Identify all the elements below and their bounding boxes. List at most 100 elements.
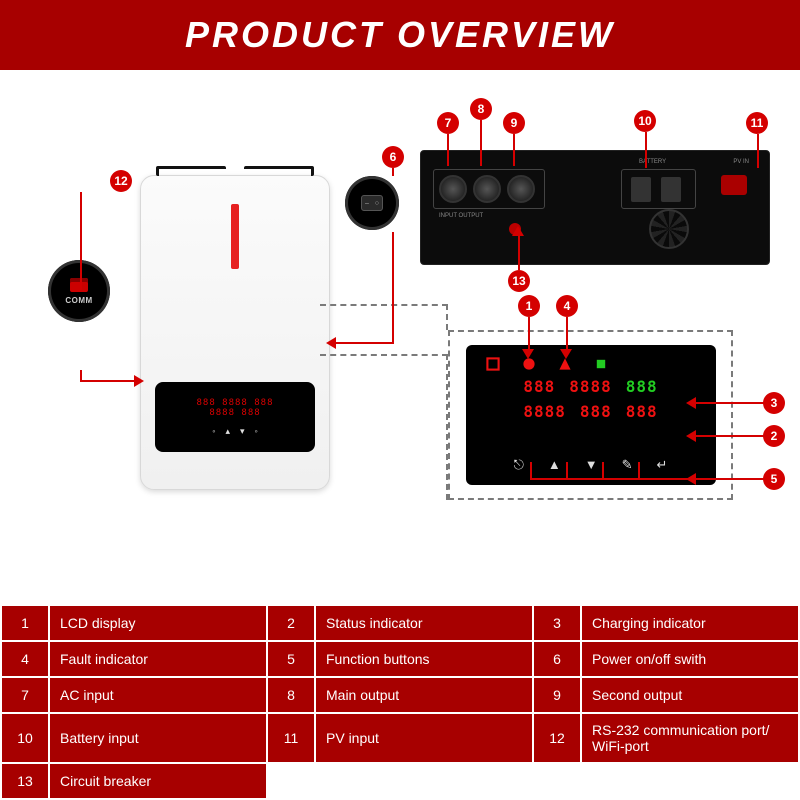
- leader-5b: [566, 462, 568, 478]
- legend-label: LCD display: [49, 605, 267, 641]
- rj45-icon: [70, 278, 88, 292]
- btn-set-icon: ✎: [622, 457, 633, 473]
- legend-num: 9: [533, 677, 581, 713]
- mount-bracket-left: [156, 166, 226, 176]
- legend-num: [533, 763, 581, 799]
- arrow-12: [134, 375, 144, 387]
- legend-num: 11: [267, 713, 315, 763]
- comm-label: COMM: [65, 296, 92, 305]
- leader-13: [518, 234, 520, 270]
- dashed-connector: [320, 354, 448, 356]
- dashed-connector: [320, 304, 448, 306]
- legend-num: 5: [267, 641, 315, 677]
- front-lcd-readout2: 8888 888: [209, 408, 260, 418]
- leader-7: [447, 134, 449, 166]
- legend-num: 12: [533, 713, 581, 763]
- battery-label: BATTERY: [639, 159, 666, 165]
- terminal-main-output: [473, 175, 501, 203]
- callout-2: 2: [763, 425, 785, 447]
- callout-4: 4: [556, 295, 578, 317]
- leader-5b: [638, 462, 640, 478]
- lcd-detail: 888 8888 888 8888 888 888 ⎋ ▲ ▼ ✎ ↵: [466, 345, 716, 485]
- battery-port-pos: [631, 177, 651, 202]
- legend-label: Status indicator: [315, 605, 533, 641]
- callout-11: 11: [746, 112, 768, 134]
- leader-2: [694, 435, 764, 437]
- terminal-ac-input: [439, 175, 467, 203]
- callout-6: 6: [382, 146, 404, 168]
- pv-label: PV IN: [733, 159, 749, 165]
- legend-num: 2: [267, 605, 315, 641]
- callout-5: 5: [763, 468, 785, 490]
- leader-5: [694, 478, 764, 480]
- legend-label: AC input: [49, 677, 267, 713]
- legend-label: Power on/off swith: [581, 641, 799, 677]
- arrow-2: [686, 430, 696, 442]
- legend-num: 1: [1, 605, 49, 641]
- front-lcd: 888 8888 888 8888 888 ◦▴▾◦: [155, 382, 315, 452]
- callout-13: 13: [508, 270, 530, 292]
- seg-2: 8888: [569, 377, 612, 396]
- seg-3: 888: [626, 377, 658, 396]
- seg-5: 888: [580, 402, 612, 421]
- status-icon: [522, 357, 536, 371]
- arrow-6: [326, 337, 336, 349]
- power-switch-zoom: –○: [345, 176, 399, 230]
- battery-port-neg: [661, 177, 681, 202]
- lcd-icon: [486, 357, 500, 371]
- legend-num: 6: [533, 641, 581, 677]
- leader-1: [528, 317, 530, 351]
- callout-10: 10: [634, 110, 656, 132]
- legend-num: 13: [1, 763, 49, 799]
- arrow-13: [512, 226, 524, 236]
- legend-label: Fault indicator: [49, 641, 267, 677]
- front-button-row: ◦▴▾◦: [212, 426, 257, 437]
- btn-enter-icon: ↵: [657, 457, 668, 473]
- leader-12: [80, 192, 82, 290]
- legend-num: 10: [1, 713, 49, 763]
- leader-6: [334, 342, 394, 344]
- diagram-area: 888 8888 888 8888 888 ◦▴▾◦ COMM –○ INPUT…: [0, 70, 800, 550]
- legend-num: 8: [267, 677, 315, 713]
- leader-12: [80, 380, 136, 382]
- legend-table: 1LCD display2Status indicator3Charging i…: [0, 604, 800, 800]
- cooling-fan-icon: [649, 209, 689, 249]
- comm-port-zoom: COMM: [48, 260, 110, 322]
- callout-9: 9: [503, 112, 525, 134]
- leader-10: [645, 132, 647, 168]
- legend-label: [581, 763, 799, 799]
- btn-esc-icon: ⎋: [514, 457, 524, 473]
- dashed-connector: [446, 304, 448, 330]
- front-lcd-readout: 888 8888 888: [196, 398, 273, 408]
- legend-num: 7: [1, 677, 49, 713]
- callout-12: 12: [110, 170, 132, 192]
- page-title: PRODUCT OVERVIEW: [0, 0, 800, 70]
- btn-up-icon: ▲: [548, 457, 561, 473]
- seg-1: 888: [523, 377, 555, 396]
- callout-7: 7: [437, 112, 459, 134]
- legend-num: 3: [533, 605, 581, 641]
- leader-5b: [530, 478, 696, 480]
- terminal-second-output: [507, 175, 535, 203]
- arrow-3: [686, 397, 696, 409]
- toppanel-label: INPUT OUTPUT: [439, 213, 483, 219]
- arrow-4: [560, 349, 572, 359]
- legend-label: PV input: [315, 713, 533, 763]
- btn-down-icon: ▼: [585, 457, 598, 473]
- seg-4: 8888: [523, 402, 566, 421]
- leader-5b: [602, 462, 604, 478]
- dashed-connector: [446, 354, 448, 500]
- legend-label: [315, 763, 533, 799]
- leader-12: [80, 370, 82, 380]
- leader-5b: [530, 462, 532, 478]
- fault-icon: [558, 357, 572, 371]
- legend-num: 4: [1, 641, 49, 677]
- rocker-switch-icon: –○: [361, 195, 383, 211]
- arrow-1: [522, 349, 534, 359]
- callout-3: 3: [763, 392, 785, 414]
- leader-6: [392, 168, 394, 176]
- leader-8: [480, 120, 482, 166]
- inverter-top-panel: INPUT OUTPUT BATTERY PV IN: [420, 150, 770, 265]
- legend-label: Circuit breaker: [49, 763, 267, 799]
- charge-icon: [594, 357, 608, 371]
